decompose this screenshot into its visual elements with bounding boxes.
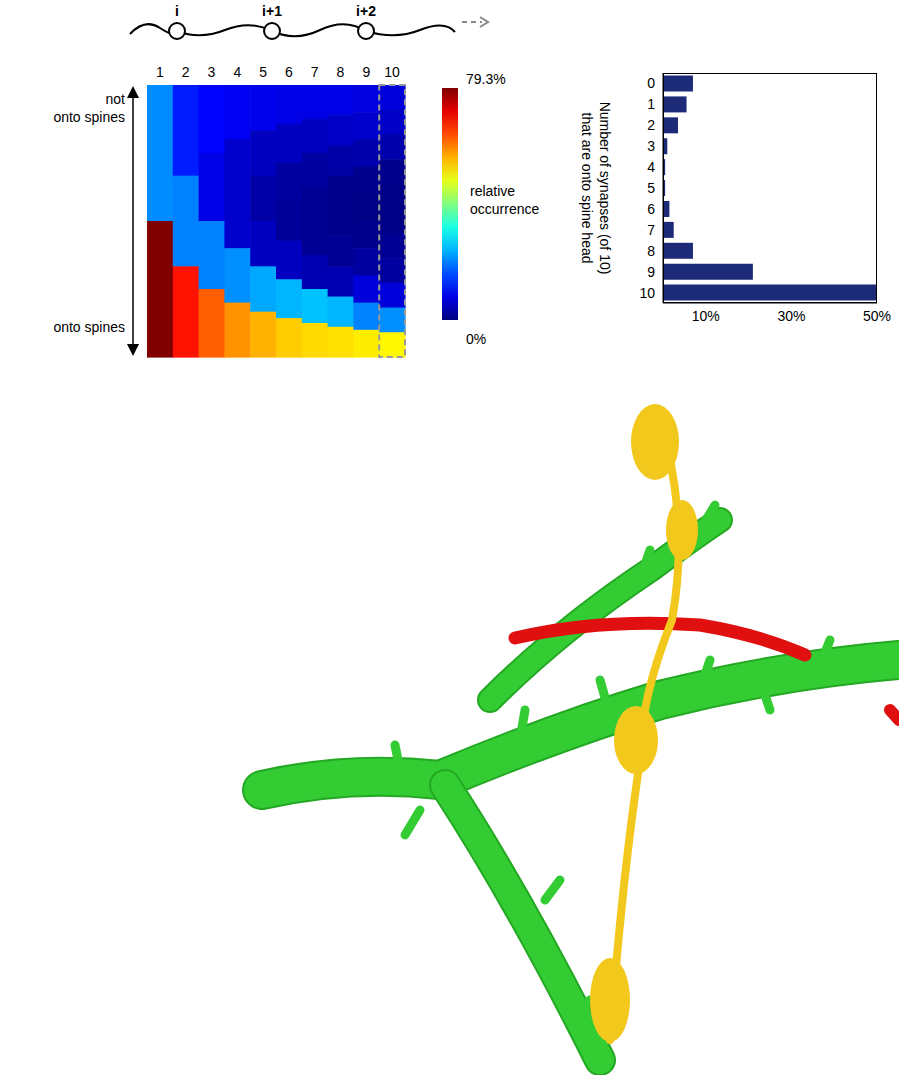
svg-text:0%: 0% (466, 331, 486, 347)
svg-text:10: 10 (384, 64, 400, 80)
svg-text:5: 5 (259, 64, 267, 80)
svg-text:5: 5 (647, 180, 655, 196)
svg-text:6: 6 (647, 201, 655, 217)
svg-text:0: 0 (647, 75, 655, 91)
svg-text:9: 9 (362, 64, 370, 80)
svg-text:1: 1 (156, 64, 164, 80)
svg-text:8: 8 (647, 243, 655, 259)
svg-text:30%: 30% (777, 308, 805, 324)
svg-text:occurrence: occurrence (470, 201, 539, 217)
svg-text:8: 8 (337, 64, 345, 80)
svg-text:4: 4 (233, 64, 241, 80)
svg-text:onto spines: onto spines (53, 319, 125, 335)
svg-text:50%: 50% (863, 308, 891, 324)
svg-text:7: 7 (311, 64, 319, 80)
svg-text:79.3%: 79.3% (466, 71, 506, 87)
svg-text:10: 10 (639, 285, 655, 301)
svg-text:7: 7 (647, 222, 655, 238)
svg-text:2: 2 (182, 64, 190, 80)
svg-text:10%: 10% (692, 308, 720, 324)
svg-text:6: 6 (285, 64, 293, 80)
svg-text:Number of synapses (of 10)that: Number of synapses (of 10)that are onto … (579, 102, 613, 275)
svg-text:3: 3 (647, 138, 655, 154)
svg-text:1: 1 (647, 96, 655, 112)
svg-text:9: 9 (647, 264, 655, 280)
svg-text:3: 3 (208, 64, 216, 80)
svg-text:not: not (106, 91, 126, 107)
svg-text:2: 2 (647, 117, 655, 133)
svg-text:relative: relative (470, 183, 515, 199)
svg-text:i: i (175, 3, 179, 19)
svg-text:i+1: i+1 (262, 3, 282, 19)
svg-text:4: 4 (647, 159, 655, 175)
svg-text:i+2: i+2 (356, 3, 376, 19)
svg-text:onto spines: onto spines (53, 109, 125, 125)
